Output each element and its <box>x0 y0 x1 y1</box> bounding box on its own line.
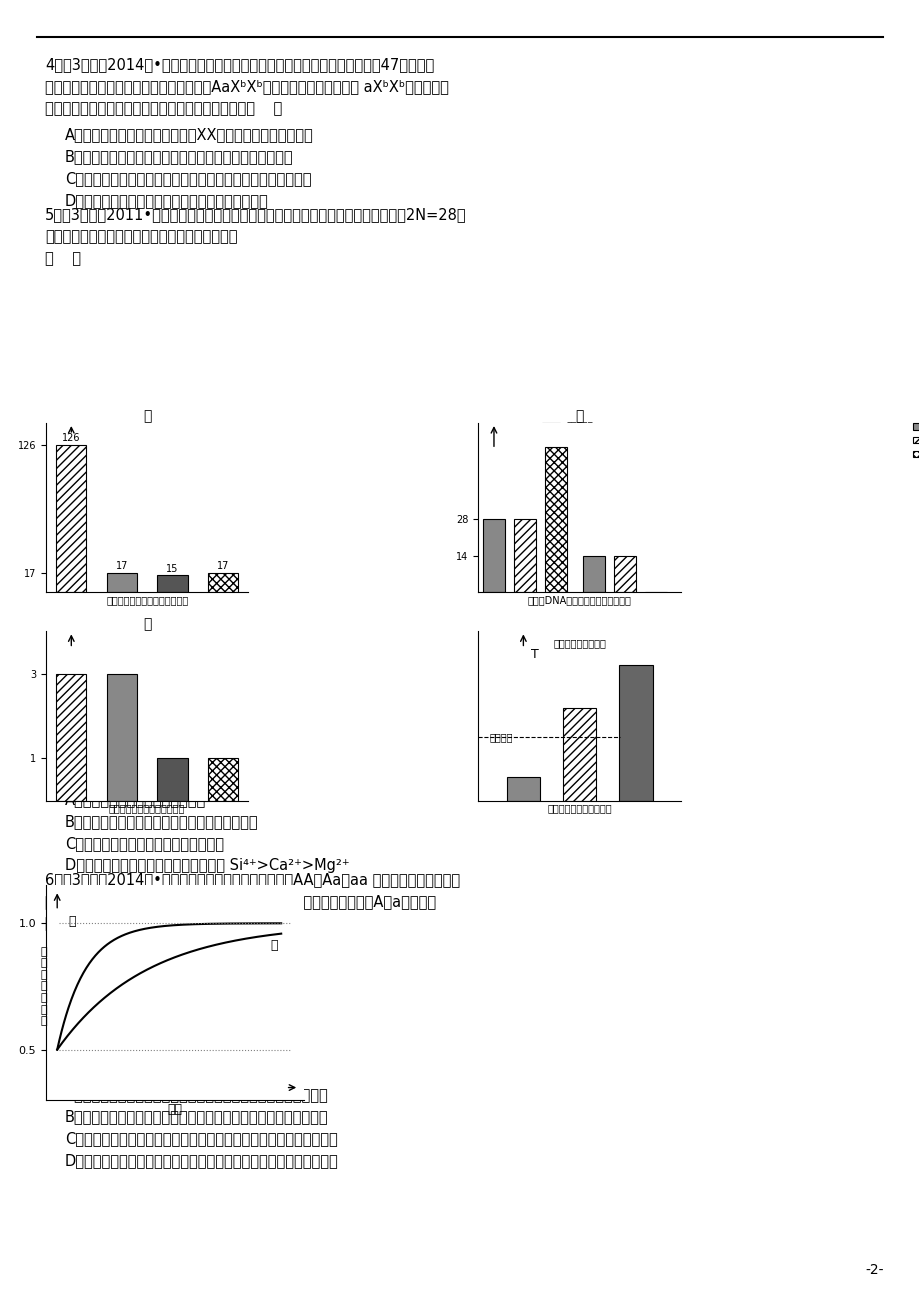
Legend: 黄色圆粒, 黄色皱粒, 绿色圆粒, 绿色皱粒: 黄色圆粒, 黄色皱粒, 绿色圆粒, 绿色皱粒 <box>553 628 607 685</box>
X-axis label: 代数: 代数 <box>167 1103 182 1116</box>
Text: 初始浓度: 初始浓度 <box>489 732 513 742</box>
X-axis label: 两亲本杂交子代表现型及比例: 两亲本杂交子代表现型及比例 <box>108 803 186 814</box>
Bar <box>157 758 187 801</box>
Text: 变和交叉互换），该异常卵细胞形成最可能的原因是（    ）: 变和交叉互换），该异常卵细胞形成最可能的原因是（ ） <box>45 102 282 116</box>
X-axis label: 豌豆在完全培养液中培养: 豌豆在完全培养液中培养 <box>547 803 611 814</box>
Bar <box>56 445 86 592</box>
Text: 15: 15 <box>166 564 178 574</box>
Text: C．减数第二次分裂后期两条子染色体未能分开进入不同子细胞: C．减数第二次分裂后期两条子染色体未能分开进入不同子细胞 <box>65 171 312 186</box>
Text: 的产生多源于亲代减数分裂异常，基因型为AaXᵇXᵇ的个体产生的一个卵细胞 aXᵇXᵇ（无基因突: 的产生多源于亲代减数分裂异常，基因型为AaXᵇXᵇ的个体产生的一个卵细胞 aXᵇ… <box>45 79 448 94</box>
Text: 126: 126 <box>62 434 81 443</box>
Legend: 氨基酸数目, 游离羧基的总数, R基上的羧基, 游离氨基的总数: 氨基酸数目, 游离羧基的总数, R基上的羧基, 游离氨基的总数 <box>538 419 607 477</box>
Text: C．自然选择直接作用的是生物个体的表现型而不是决定表现型的基因: C．自然选择直接作用的是生物个体的表现型而不是决定表现型的基因 <box>65 1131 337 1146</box>
Text: D．图中甲、乙曲线变化幅度不同主要取决于生物生存环境引起的变异: D．图中甲、乙曲线变化幅度不同主要取决于生物生存环境引起的变异 <box>65 1154 338 1168</box>
Title: 丙: 丙 <box>142 617 152 631</box>
Legend: DNA的数目, 染色体的数目, 染色单体的数目: DNA的数目, 染色体的数目, 染色单体的数目 <box>909 419 919 462</box>
Text: （    ）: （ ） <box>45 251 81 266</box>
Bar <box>482 519 505 592</box>
Text: C．丙图说明杂交的两个亲本都是杂合子: C．丙图说明杂交的两个亲本都是杂合子 <box>65 836 223 852</box>
Text: A．有利基因的基因频率变化如曲线甲所示，该种群将进化成新物种: A．有利基因的基因频率变化如曲线甲所示，该种群将进化成新物种 <box>65 1087 328 1101</box>
Text: 6．（3分）（2014秋•河南期中）假设在某一个群体中，AA、Aa、aa 三种基因型的个体数量: 6．（3分）（2014秋•河南期中）假设在某一个群体中，AA、Aa、aa 三种基… <box>45 872 460 887</box>
Text: 时其基因频率的变化曲线. 下列有关叙述正确的是（    ）: 时其基因频率的变化曲线. 下列有关叙述正确的是（ ） <box>45 917 274 931</box>
Bar <box>208 758 238 801</box>
Text: D．丁图说明豌豆根细胞内离子浓度大小 Si⁴⁺>Ca²⁺>Mg²⁺: D．丁图说明豌豆根细胞内离子浓度大小 Si⁴⁺>Ca²⁺>Mg²⁺ <box>65 858 349 874</box>
X-axis label: 一种蛋白质中氨基酸的相关数目: 一种蛋白质中氨基酸的相关数目 <box>106 595 188 605</box>
Title: 甲: 甲 <box>142 409 152 423</box>
Text: T: T <box>530 648 538 661</box>
Text: 5．（3分）（2011•天心区校级模拟）以二倍体黄色圆粒和黄色皱粒两个品种的豌豆（2N=28）: 5．（3分）（2011•天心区校级模拟）以二倍体黄色圆粒和黄色皱粒两个品种的豌豆… <box>45 207 466 223</box>
Bar <box>545 447 566 592</box>
Text: B．曲线甲表示当自然选择对隐性基因不利时显性基因频率变化曲线: B．曲线甲表示当自然选择对隐性基因不利时显性基因频率变化曲线 <box>65 1109 328 1124</box>
Text: B．次级卵母细胞和第二极体减数第二次分裂未能完成分裂: B．次级卵母细胞和第二极体减数第二次分裂未能完成分裂 <box>65 148 293 164</box>
Bar <box>514 519 536 592</box>
Bar <box>56 674 86 801</box>
Bar <box>107 674 137 801</box>
Text: 17: 17 <box>116 561 128 572</box>
Text: 实验结束时离子浓度: 实验结束时离子浓度 <box>552 638 606 648</box>
Text: A．减数第一次分裂中同源染色体XX未能分开进入不同子细胞: A．减数第一次分裂中同源染色体XX未能分开进入不同子细胞 <box>65 128 313 142</box>
Bar <box>506 777 539 801</box>
Bar <box>562 708 596 801</box>
Text: 乙: 乙 <box>269 939 278 952</box>
Text: 4．（3分）（2014秋•丰南区校级期中）三体综合征患者体细胞中染色体数目为47条，三体: 4．（3分）（2014秋•丰南区校级期中）三体综合征患者体细胞中染色体数目为47… <box>45 57 434 72</box>
Bar <box>157 575 187 592</box>
Text: 为实验材料，下列有关实验数据的分析，错误的是: 为实验材料，下列有关实验数据的分析，错误的是 <box>45 229 237 243</box>
Bar <box>107 573 137 592</box>
Text: 甲: 甲 <box>68 915 75 928</box>
Text: 有
利
基
因
的
频
率: 有 利 基 因 的 频 率 <box>40 947 47 1026</box>
Text: D．减数第二次分裂中姐妹染色单体着丝点未能分开: D．减数第二次分裂中姐妹染色单体着丝点未能分开 <box>65 193 268 208</box>
Text: B．乙图说明该细胞正在进行有丝分裂或减数分裂: B．乙图说明该细胞正在进行有丝分裂或减数分裂 <box>65 814 258 829</box>
Bar <box>618 665 652 801</box>
Bar <box>582 556 604 592</box>
Text: 相等，A 和 a 的基因频率均为50%. 如图表示当环境发生改变时，自然选择对A或a基因有利: 相等，A 和 a 的基因频率均为50%. 如图表示当环境发生改变时，自然选择对A… <box>45 894 436 909</box>
X-axis label: 细胞中DNA、染色体、染色单体数目: 细胞中DNA、染色体、染色单体数目 <box>528 595 630 605</box>
Title: 乙: 乙 <box>574 409 584 423</box>
Bar <box>613 556 635 592</box>
Text: A．甲图说明该蛋白质含有两条肽链: A．甲图说明该蛋白质含有两条肽链 <box>65 792 206 807</box>
Text: 17: 17 <box>217 561 229 572</box>
Bar <box>208 573 238 592</box>
Text: -2-: -2- <box>865 1263 883 1277</box>
